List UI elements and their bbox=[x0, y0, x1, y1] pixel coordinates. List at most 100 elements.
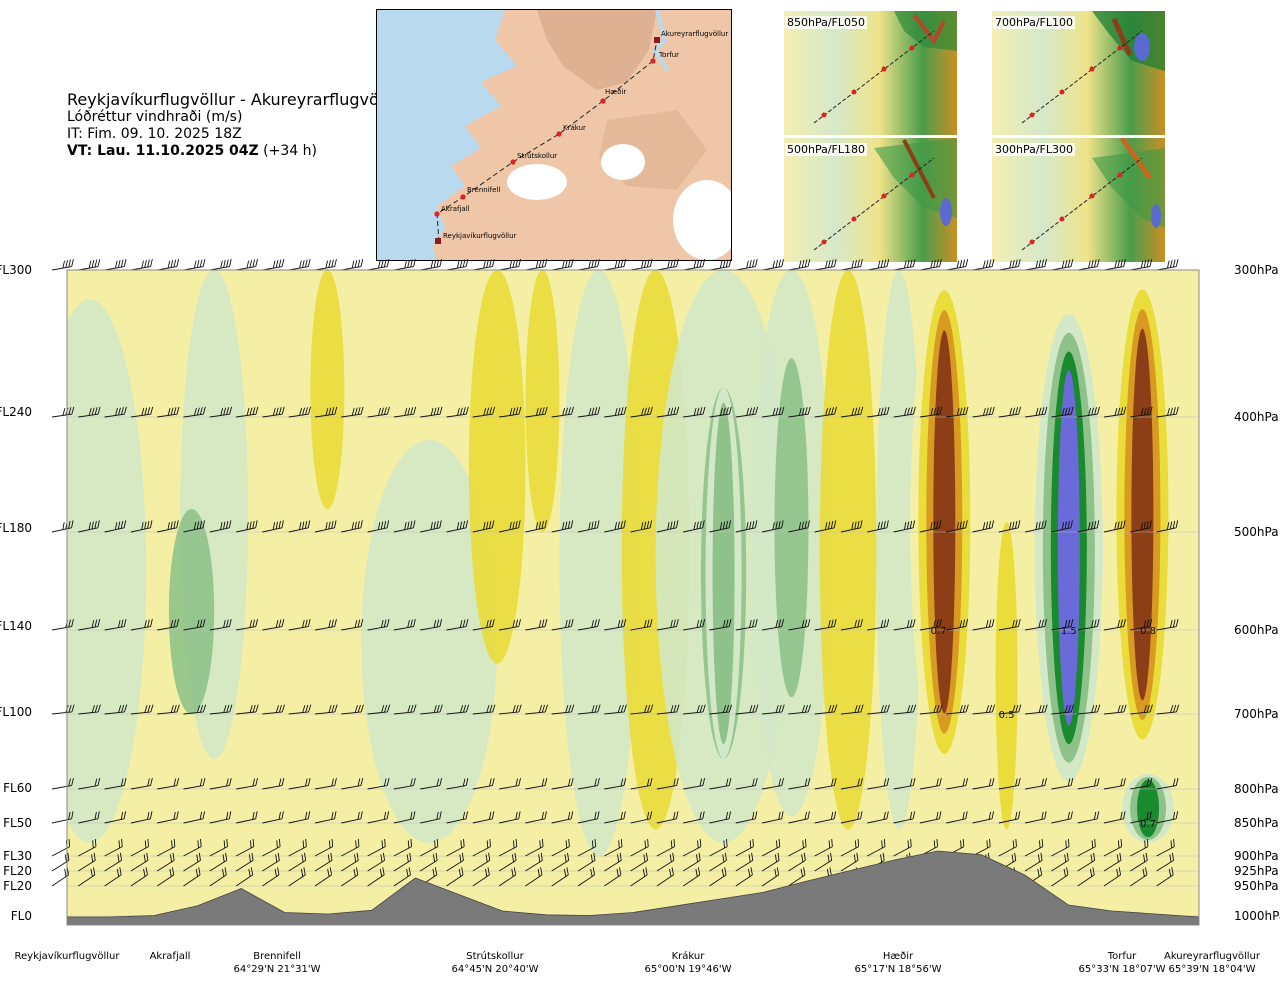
barb-feather bbox=[229, 259, 232, 267]
barb-shaft bbox=[656, 413, 677, 418]
barb-shaft bbox=[761, 846, 780, 857]
barb-shaft bbox=[341, 626, 362, 631]
thumbnail-700hpa[interactable]: 700hPa/FL100 bbox=[992, 11, 1165, 135]
barb-feather bbox=[123, 811, 127, 819]
wind-barb bbox=[840, 259, 863, 271]
barb-feather bbox=[462, 259, 466, 268]
barb-feather bbox=[640, 522, 644, 530]
map-label-haedir: Hæðir bbox=[605, 88, 626, 96]
barb-feather bbox=[150, 259, 153, 267]
barb-shaft bbox=[262, 266, 283, 271]
barb-feather bbox=[831, 778, 834, 787]
wind-barb bbox=[998, 704, 1022, 715]
barb-feather bbox=[907, 705, 911, 713]
barb-feather bbox=[1012, 705, 1016, 713]
barb-feather bbox=[594, 407, 598, 415]
route-point-name: Hæðir bbox=[883, 951, 914, 962]
barb-shaft bbox=[472, 846, 491, 857]
wind-barb bbox=[130, 778, 153, 790]
barb-feather bbox=[644, 407, 647, 416]
barb-feather bbox=[1044, 406, 1048, 415]
barb-shaft bbox=[1130, 266, 1151, 271]
wind-barb bbox=[499, 778, 521, 790]
barb-feather bbox=[222, 854, 225, 863]
wind-barb bbox=[420, 619, 443, 631]
barb-feather bbox=[331, 838, 334, 847]
barb-feather bbox=[541, 778, 545, 787]
barb-feather bbox=[775, 521, 778, 530]
barb-feather bbox=[71, 778, 74, 786]
barb-feather bbox=[327, 868, 330, 877]
barb-feather bbox=[202, 520, 205, 528]
barb-feather bbox=[1017, 520, 1021, 528]
wind-barb bbox=[683, 520, 705, 533]
barb-feather bbox=[1041, 520, 1044, 529]
barb-feather bbox=[381, 705, 385, 713]
wind-barb bbox=[893, 406, 916, 418]
route-point-coord: 65°39'N 18°04'W bbox=[1169, 964, 1256, 975]
wind-barb bbox=[630, 811, 653, 824]
wind-barb bbox=[235, 852, 254, 872]
barb-feather bbox=[1041, 838, 1044, 847]
thumbnail-300hpa[interactable]: 300hPa/FL300 bbox=[992, 138, 1165, 262]
barb-feather bbox=[141, 260, 144, 269]
barb-feather bbox=[120, 619, 124, 628]
barb-feather bbox=[226, 838, 228, 847]
barb-shaft bbox=[104, 527, 125, 533]
barb-feather bbox=[483, 522, 486, 530]
barb-shaft bbox=[709, 785, 730, 790]
thumbnail-500hpa[interactable]: 500hPa/FL180 bbox=[784, 138, 957, 262]
wind-barb bbox=[367, 811, 390, 824]
barb-feather bbox=[1117, 407, 1121, 416]
barb-feather bbox=[833, 619, 837, 627]
barb-feather bbox=[167, 408, 171, 416]
barb-shaft bbox=[341, 785, 362, 790]
barb-feather bbox=[567, 852, 570, 861]
barb-shaft bbox=[499, 818, 519, 824]
barb-feather bbox=[646, 259, 650, 268]
barb-shaft bbox=[236, 266, 256, 271]
barb-feather bbox=[1094, 778, 1097, 787]
barb-feather bbox=[1012, 620, 1015, 628]
wind-barb bbox=[314, 619, 337, 631]
barb-shaft bbox=[946, 527, 966, 533]
barb-feather bbox=[93, 867, 96, 875]
barb-feather bbox=[962, 259, 966, 268]
barb-feather bbox=[939, 619, 942, 627]
thumbnail-850hpa[interactable]: 850hPa/FL050 bbox=[784, 11, 957, 135]
pressure-label: 850hPa bbox=[1234, 816, 1279, 830]
barb-feather bbox=[308, 406, 311, 415]
barb-shaft bbox=[630, 818, 651, 824]
barb-feather bbox=[91, 854, 94, 863]
wind-barb bbox=[499, 811, 521, 824]
wind-barb bbox=[472, 811, 495, 824]
barb-feather bbox=[328, 407, 332, 416]
barb-feather bbox=[459, 854, 462, 863]
barb-feather bbox=[670, 521, 673, 530]
barb-shaft bbox=[472, 711, 493, 715]
barb-feather bbox=[356, 867, 359, 875]
wind-barb bbox=[656, 867, 674, 887]
wind-barb bbox=[472, 619, 495, 631]
barb-feather bbox=[249, 260, 253, 268]
barb-feather bbox=[305, 619, 308, 628]
wind-barb bbox=[314, 852, 333, 872]
barb-feather bbox=[1044, 811, 1047, 819]
barb-feather bbox=[570, 520, 574, 528]
barb-feather bbox=[620, 811, 623, 820]
barb-feather bbox=[722, 260, 726, 268]
barb-shaft bbox=[393, 860, 412, 872]
wind-barb bbox=[1130, 520, 1152, 533]
barb-feather bbox=[1123, 259, 1126, 267]
barb-shaft bbox=[683, 266, 703, 271]
barb-shaft bbox=[630, 874, 648, 887]
barb-feather bbox=[487, 867, 490, 875]
route-point-coord: 64°29'N 21°31'W bbox=[234, 964, 321, 975]
barb-feather bbox=[1175, 778, 1179, 786]
wind-barb bbox=[577, 259, 600, 271]
wind-barb bbox=[209, 704, 233, 715]
barb-shaft bbox=[972, 527, 993, 533]
barb-shaft bbox=[604, 626, 625, 631]
wind-barb bbox=[551, 852, 570, 872]
wind-barb bbox=[762, 619, 784, 631]
